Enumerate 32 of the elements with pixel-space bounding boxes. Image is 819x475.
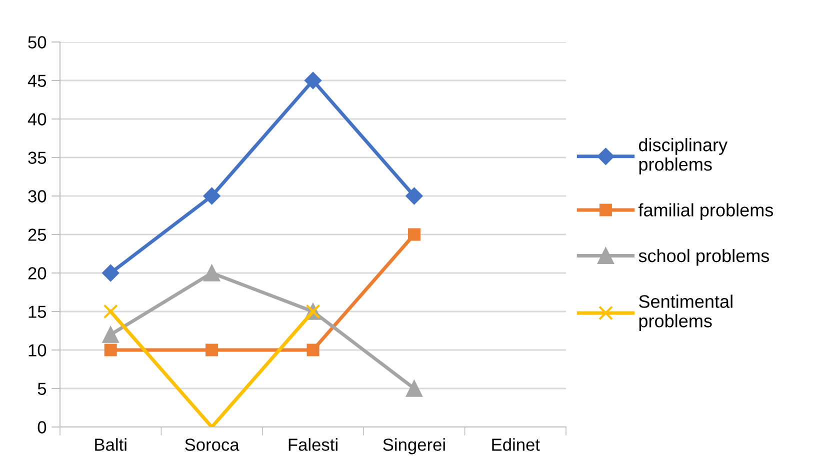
y-tick-label: 5	[38, 382, 46, 395]
y-tick-label: 35	[28, 152, 46, 164]
x-tick-label: Balti	[95, 438, 126, 451]
y-tick-label: 0	[38, 421, 46, 434]
x-tick-label: Singerei	[383, 438, 445, 454]
point	[306, 344, 320, 356]
y-tick-label: 20	[28, 267, 46, 280]
point	[203, 187, 220, 205]
point	[304, 72, 322, 90]
point	[104, 344, 117, 356]
point	[406, 380, 423, 397]
x-tick-label: Falesti	[288, 438, 338, 451]
point	[408, 228, 420, 241]
legend-label: familial problems	[638, 203, 774, 220]
legend-label: disciplinary problems	[638, 138, 728, 174]
legend-label: Sentimental problems	[639, 294, 732, 331]
point	[102, 264, 120, 282]
x-tick-label: Soroca	[185, 438, 240, 451]
point	[103, 304, 118, 319]
y-tick-label: 15	[28, 306, 46, 318]
legend-label: school problems	[638, 248, 770, 266]
point	[406, 187, 423, 205]
y-tick-label: 40	[28, 113, 46, 126]
point	[203, 264, 220, 282]
y-tick-label: 25	[28, 228, 46, 241]
y-tick-label: 50	[28, 36, 46, 48]
point	[102, 326, 119, 343]
point	[206, 344, 218, 356]
x-tick-label: Edinet	[492, 438, 540, 451]
y-tick-label: 30	[28, 190, 46, 202]
y-tick-label: 10	[28, 344, 46, 356]
y-tick-label: 45	[28, 74, 46, 87]
